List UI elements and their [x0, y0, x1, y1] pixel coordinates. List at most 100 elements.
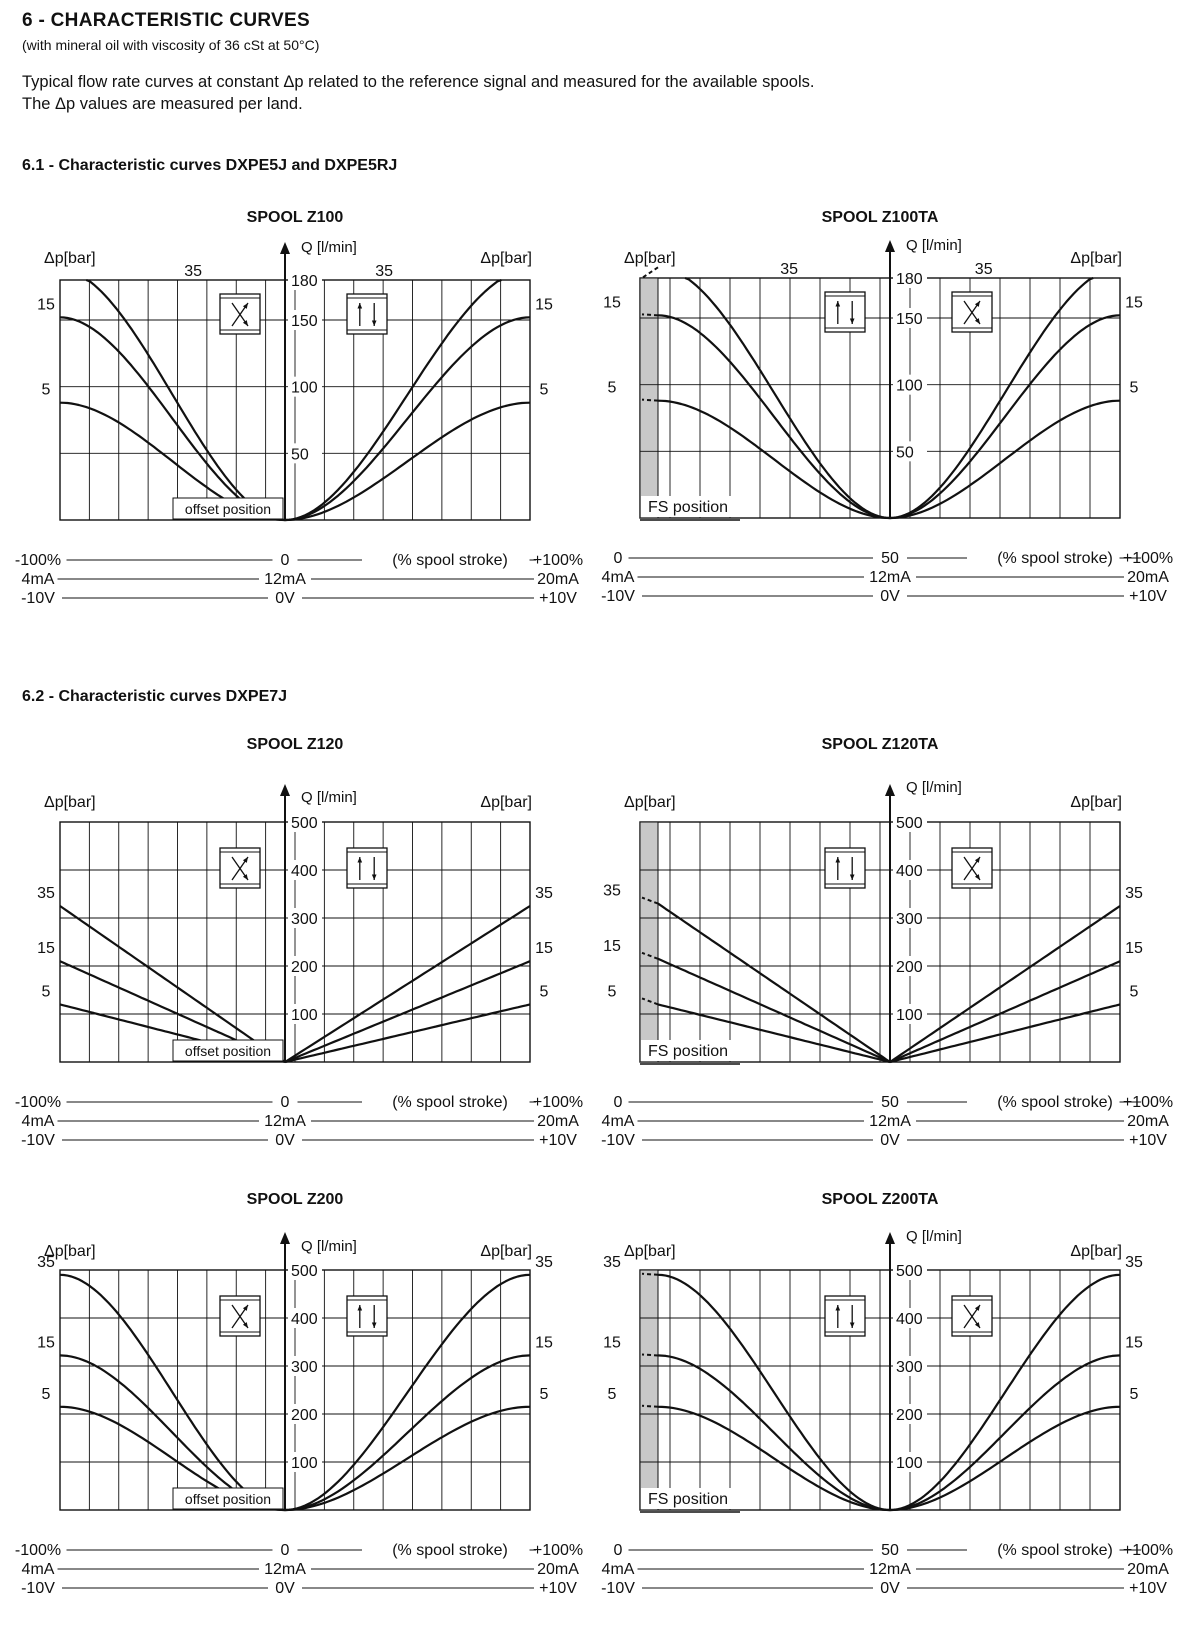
- series-line-5-right: [889, 399, 1121, 520]
- axis-row-mid-label: 12mA: [264, 571, 306, 588]
- valve-symbol-left: [219, 847, 261, 889]
- dp-label-left: Δp[bar]: [624, 794, 676, 811]
- y-tick-label-bg: [288, 310, 322, 330]
- series-line-15-left: [657, 314, 891, 520]
- series-line-35-right: [889, 276, 1094, 520]
- y-tick-label-bg: [893, 812, 927, 832]
- section-title-6-1: 6.1 - Characteristic curves DXPE5J and D…: [22, 157, 398, 174]
- axis-row-mid-label: 12mA: [869, 1113, 911, 1130]
- series-label-left: 35: [37, 1254, 55, 1271]
- valve-box: [346, 847, 388, 889]
- axis-row-left-label: 4mA: [22, 1561, 55, 1578]
- series-label-top-right: 35: [375, 263, 393, 280]
- valve-symbol-left: [219, 1295, 261, 1337]
- series-line-15-left: [657, 957, 891, 1064]
- valve-arrow-head: [242, 857, 248, 863]
- valve-arrow-head: [849, 874, 855, 880]
- series-label-top-right: 35: [975, 261, 993, 278]
- series-label-left: 5: [42, 1386, 51, 1403]
- series-label-left: 35: [37, 885, 55, 902]
- series-line-15-right: [889, 1354, 1121, 1512]
- y-tick-label-bg: [893, 956, 927, 976]
- valve-symbol-right: [346, 293, 388, 335]
- y-tick-label-bg: [893, 860, 927, 880]
- axis-row-left-label: -100%: [15, 1542, 61, 1559]
- valve-arrow-head: [357, 1305, 363, 1311]
- q-axis-label: Q [l/min]: [301, 789, 357, 806]
- axis-row-mid-label: 0V: [880, 1580, 900, 1597]
- curves: [641, 1272, 1121, 1512]
- series-label-left: 35: [603, 1254, 621, 1271]
- axis-row-left-label: 4mA: [602, 1113, 635, 1130]
- dp-label-left: Δp[bar]: [44, 1243, 96, 1260]
- series-line-5-right: [284, 1003, 531, 1064]
- offset-position-label: offset position: [185, 1491, 271, 1507]
- series-label-left: 5: [42, 983, 51, 1000]
- series-label-right: 5: [1130, 1386, 1139, 1403]
- series-line-15-right: [284, 960, 531, 1064]
- valve-arrow-head: [242, 1322, 248, 1328]
- series-label-right: 5: [540, 983, 549, 1000]
- dp-label-left: Δp[bar]: [44, 250, 96, 267]
- axis-row-right-label: +100%: [533, 1542, 583, 1559]
- fs-position-label: FS position: [648, 1491, 728, 1508]
- y-tick-label: 300: [896, 911, 923, 928]
- valve-arrow-head: [974, 1305, 980, 1311]
- chart-title: SPOOL Z100: [247, 209, 344, 226]
- dp-label-left: Δp[bar]: [44, 794, 96, 811]
- axis-row-left-label: -10V: [21, 1580, 55, 1597]
- y-tick-label-bg: [893, 374, 927, 395]
- axis-row-right-label: +100%: [1123, 1094, 1173, 1111]
- axis-row-left-label: -10V: [601, 1132, 635, 1149]
- dp-label-right: Δp[bar]: [480, 1243, 532, 1260]
- series-dashed-extension-35: [641, 266, 659, 279]
- series-label-right: 15: [1125, 294, 1143, 311]
- chart-title: SPOOL Z200: [247, 1191, 344, 1208]
- axis-row-left-label: 0: [614, 1542, 623, 1559]
- y-tick-label: 100: [896, 378, 923, 395]
- axis-row-mid-label: 0: [281, 1542, 290, 1559]
- fs-label-bg: [641, 1040, 741, 1061]
- valve-arrow-head: [242, 320, 248, 326]
- axis-row-mid-label: 0: [281, 1094, 290, 1111]
- dp-label-left: Δp[bar]: [624, 1243, 676, 1260]
- y-tick-label: 100: [896, 1455, 923, 1472]
- valve-box: [346, 1295, 388, 1337]
- series-label-left: 15: [37, 296, 55, 313]
- series-label-left: 15: [603, 1334, 621, 1351]
- axis-row-right-label: +10V: [539, 590, 577, 607]
- y-tick-label-bg: [288, 1452, 322, 1472]
- axis-row-left-label: -10V: [21, 590, 55, 607]
- series-line-5-right: [889, 1405, 1121, 1512]
- q-axis-arrow: [280, 242, 290, 254]
- series-label-right: 15: [535, 940, 553, 957]
- chart-title: SPOOL Z120TA: [822, 736, 939, 753]
- axis-row-mid-label: 0: [281, 552, 290, 569]
- axis-row-left-label: 0: [614, 550, 623, 567]
- curves: [59, 905, 531, 1064]
- axis-row-right-label: +100%: [533, 1094, 583, 1111]
- axis-row-mid-label: 12mA: [264, 1561, 306, 1578]
- page-title: 6 - CHARACTERISTIC CURVES: [22, 10, 310, 31]
- series-label-right: 35: [535, 885, 553, 902]
- y-tick-label: 100: [896, 1007, 923, 1024]
- valve-symbol-left: [824, 847, 866, 889]
- valve-arrow-head: [974, 301, 980, 307]
- axis-row-mid-label: 50: [881, 1542, 899, 1559]
- chart-title: SPOOL Z120: [247, 736, 344, 753]
- axis-row-left-label: 0: [614, 1094, 623, 1111]
- valve-arrow-head: [849, 318, 855, 324]
- axis-row-right-label: 20mA: [1127, 1113, 1169, 1130]
- series-label-left: 15: [37, 1334, 55, 1351]
- valve-arrow-head: [371, 874, 377, 880]
- curves: [641, 266, 1121, 520]
- series-line-35-right: [284, 905, 531, 1063]
- y-tick-label: 500: [896, 1263, 923, 1280]
- y-tick-label-bg: [288, 956, 322, 976]
- valve-symbol-right: [951, 847, 993, 889]
- y-tick-label: 300: [291, 911, 318, 928]
- valve-arrow-head: [371, 320, 377, 326]
- fs-label-bg: [641, 1488, 741, 1509]
- q-axis-label: Q [l/min]: [906, 779, 962, 796]
